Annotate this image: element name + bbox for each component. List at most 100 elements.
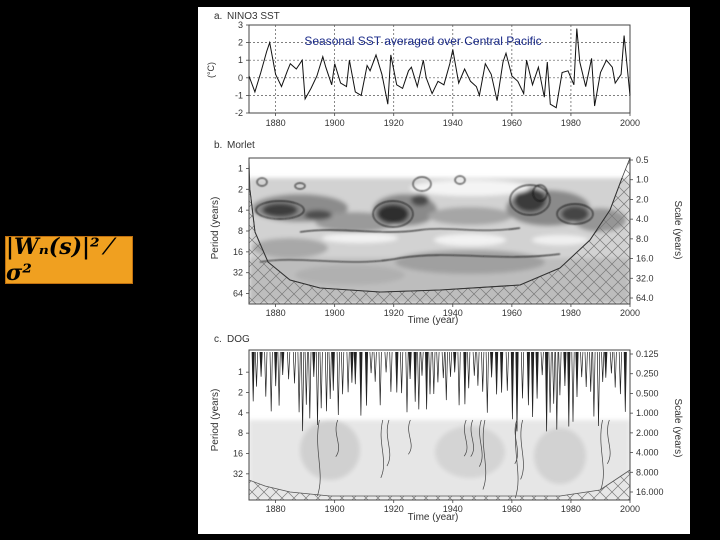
panel-b-title: Morlet bbox=[227, 140, 255, 151]
dog-spike bbox=[292, 351, 297, 384]
dog-spike bbox=[281, 351, 285, 376]
dog-spike bbox=[277, 351, 281, 406]
dog-spike bbox=[444, 351, 448, 401]
dog-spike bbox=[601, 351, 605, 383]
dog-spike bbox=[308, 351, 312, 419]
x-tick-label: 1960 bbox=[502, 504, 522, 514]
dog-spike bbox=[420, 351, 424, 376]
panel-a-title: NINO3 SST bbox=[227, 11, 280, 22]
x-tick-label: 1920 bbox=[384, 308, 404, 318]
panel-c-ylabel-right: Scale (years) bbox=[672, 399, 683, 458]
dog-spike bbox=[364, 351, 369, 406]
formula-box: |Wₙ(s)|² ⁄ σ² bbox=[5, 234, 133, 286]
dog-spike bbox=[417, 351, 421, 410]
y-tick-label: 4 bbox=[238, 205, 243, 215]
y-tick-label: 1 bbox=[238, 55, 243, 65]
x-tick-label: 2000 bbox=[620, 504, 640, 514]
dog-spike bbox=[526, 351, 530, 406]
y-tick-label-right: 2.000 bbox=[636, 428, 659, 438]
dog-contour bbox=[470, 419, 474, 457]
dog-spike bbox=[425, 351, 429, 410]
panel-c-y-ticks-right: 0.125 0.250 0.500 1.000 2.000 4.000 8.000 16.00… bbox=[630, 349, 664, 497]
dog-contour bbox=[380, 419, 384, 478]
y-tick-label: 8 bbox=[238, 226, 243, 236]
dog-contour bbox=[514, 419, 518, 464]
dog-spike bbox=[304, 351, 308, 405]
x-tick-label: 1880 bbox=[266, 118, 286, 128]
x-tick-label: 2000 bbox=[620, 118, 640, 128]
x-tick-label: 1960 bbox=[502, 118, 522, 128]
dog-spike bbox=[495, 351, 499, 395]
y-tick-label: 16 bbox=[233, 247, 243, 257]
dog-spike bbox=[319, 351, 323, 409]
x-tick-label: 1940 bbox=[443, 504, 463, 514]
y-tick-label-right: 4.0 bbox=[636, 214, 649, 224]
dog-spike bbox=[609, 351, 613, 374]
cone-of-influence-c bbox=[249, 469, 630, 500]
y-tick-label-right: 64.0 bbox=[636, 293, 654, 303]
dog-spike bbox=[580, 351, 584, 378]
dog-spike bbox=[604, 351, 608, 378]
dog-spike bbox=[301, 351, 305, 432]
panel-b-label: b. bbox=[214, 140, 222, 151]
dog-spike bbox=[476, 351, 480, 386]
x-tick-label: 1980 bbox=[561, 308, 581, 318]
dog-spike bbox=[432, 351, 436, 395]
dog-spike bbox=[389, 351, 393, 392]
dog-spike bbox=[618, 351, 622, 395]
dog-contour bbox=[520, 419, 524, 480]
y-tick-label: 1 bbox=[238, 163, 243, 173]
dog-spike bbox=[540, 351, 544, 376]
y-tick-label: 2 bbox=[238, 184, 243, 194]
y-tick-label-right: 0.250 bbox=[636, 369, 659, 379]
dog-spike bbox=[545, 351, 549, 432]
y-tick-label-right: 8.0 bbox=[636, 234, 649, 244]
dog-spike bbox=[531, 351, 535, 418]
dog-spike bbox=[369, 351, 373, 374]
dog-spike bbox=[297, 351, 301, 413]
panel-c: c. DOG 1880 1900 1920 1940 1960 1980 2000 1 2 4 8… bbox=[210, 334, 683, 523]
dog-spike bbox=[378, 351, 382, 406]
dog-spikes bbox=[251, 351, 627, 499]
dog-spike bbox=[485, 351, 489, 413]
panel-b-ylabel-right: Scale (years) bbox=[672, 201, 683, 260]
dog-spike bbox=[535, 351, 539, 399]
dog-spike bbox=[567, 351, 571, 427]
x-tick-label: 2000 bbox=[620, 308, 640, 318]
dog-spike bbox=[408, 351, 412, 380]
panel-b-y-ticks-left: 1 2 4 8 16 32 64 bbox=[233, 163, 249, 299]
morlet-power-contours bbox=[249, 158, 630, 304]
x-tick-label: 1880 bbox=[266, 504, 286, 514]
dog-spike bbox=[613, 351, 617, 388]
dog-spike bbox=[520, 351, 525, 399]
dog-contour bbox=[317, 419, 321, 497]
x-tick-label: 1900 bbox=[325, 308, 345, 318]
dog-spike bbox=[555, 351, 559, 430]
x-tick-label: 1940 bbox=[443, 118, 463, 128]
dog-contour bbox=[463, 419, 468, 457]
dog-spike bbox=[341, 351, 345, 395]
dog-spike bbox=[467, 351, 471, 389]
dog-contour bbox=[479, 419, 483, 467]
y-tick-label-right: 2.0 bbox=[636, 194, 649, 204]
panel-a: a. NINO3 SST 3 2 1 0 -1 -2 1880 1900 1920 1940 19… bbox=[206, 11, 640, 128]
x-tick-label: 1920 bbox=[384, 504, 404, 514]
dog-spike bbox=[400, 351, 404, 394]
dog-contour bbox=[408, 419, 412, 455]
y-tick-label: 2 bbox=[238, 38, 243, 48]
x-tick-label: 1900 bbox=[325, 504, 345, 514]
panel-c-label: c. bbox=[214, 334, 222, 345]
panel-a-x-ticks: 1880 1900 1920 1940 1960 1980 2000 bbox=[266, 113, 640, 128]
dog-spike bbox=[463, 351, 467, 405]
dog-spike bbox=[472, 351, 476, 376]
dog-spike bbox=[328, 351, 332, 400]
y-tick-label: 1 bbox=[238, 367, 243, 377]
panel-c-x-ticks: 1880 1900 1920 1940 1960 1980 2000 bbox=[266, 500, 640, 514]
dog-contour bbox=[600, 419, 604, 491]
dog-spike bbox=[623, 351, 627, 412]
dog-spike bbox=[571, 351, 575, 422]
dog-spike bbox=[346, 351, 350, 393]
y-tick-label: 64 bbox=[233, 289, 243, 299]
dog-spike bbox=[254, 351, 259, 387]
y-tick-label: 32 bbox=[233, 268, 243, 278]
